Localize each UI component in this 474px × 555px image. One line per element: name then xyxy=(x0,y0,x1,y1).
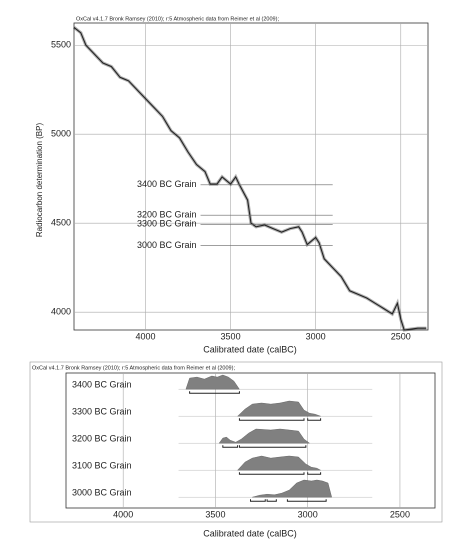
sample-label: 3300 BC Grain xyxy=(72,407,132,417)
sample-label: 3400 BC Grain xyxy=(72,380,132,390)
x-tick-label: 4000 xyxy=(135,331,155,341)
range-bracket xyxy=(307,472,322,475)
range-bracket xyxy=(238,472,305,475)
y-tick-label: 5000 xyxy=(51,129,71,139)
sample-label: 3100 BC Grain xyxy=(72,461,132,471)
x-tick-label: 2500 xyxy=(391,331,411,341)
range-bracket xyxy=(250,499,266,502)
distribution xyxy=(237,400,321,417)
x-axis-label: Calibrated date (calBC) xyxy=(203,528,297,538)
range-bracket xyxy=(286,499,327,502)
sample-label: 3000 BC Grain xyxy=(137,240,197,250)
plot-frame xyxy=(65,372,436,509)
distribution xyxy=(185,374,240,390)
x-tick-label: 4000 xyxy=(113,509,133,519)
range-bracket xyxy=(307,418,322,421)
x-tick-label: 3000 xyxy=(306,331,326,341)
range-bracket xyxy=(222,445,239,448)
x-tick-label: 3500 xyxy=(221,331,241,341)
panel-frame xyxy=(29,361,443,523)
range-bracket xyxy=(238,418,305,421)
x-tick-label: 2500 xyxy=(390,509,410,519)
distribution xyxy=(252,479,332,498)
y-tick-label: 4500 xyxy=(51,218,71,228)
chart-title: OxCal v4.1.7 Bronk Ramsey (2010); r:5 At… xyxy=(76,16,279,22)
x-axis-label: Calibrated date (calBC) xyxy=(203,344,297,354)
y-axis-label: Radiocarbon determination (BP) xyxy=(35,123,44,238)
x-tick-label: 3500 xyxy=(205,509,225,519)
range-bracket xyxy=(189,391,240,394)
sample-label: 3200 BC Grain xyxy=(137,210,197,220)
plot-frame xyxy=(73,22,429,331)
range-bracket xyxy=(266,499,277,502)
range-bracket xyxy=(238,445,307,448)
sample-label: 3300 BC Grain xyxy=(137,219,197,229)
distribution xyxy=(218,428,311,444)
sample-label: 3200 BC Grain xyxy=(72,434,132,444)
calibration-curve xyxy=(73,26,427,331)
y-tick-label: 5500 xyxy=(51,40,71,50)
chart-title: OxCal v4.1.7 Bronk Ramsey (2010); r:5 At… xyxy=(32,365,235,371)
curve-band xyxy=(73,26,427,332)
sample-label: 3000 BC Grain xyxy=(72,488,132,498)
y-tick-label: 4000 xyxy=(51,307,71,317)
sample-label: 3400 BC Grain xyxy=(137,179,197,189)
x-tick-label: 3000 xyxy=(298,509,318,519)
distribution xyxy=(237,455,321,471)
